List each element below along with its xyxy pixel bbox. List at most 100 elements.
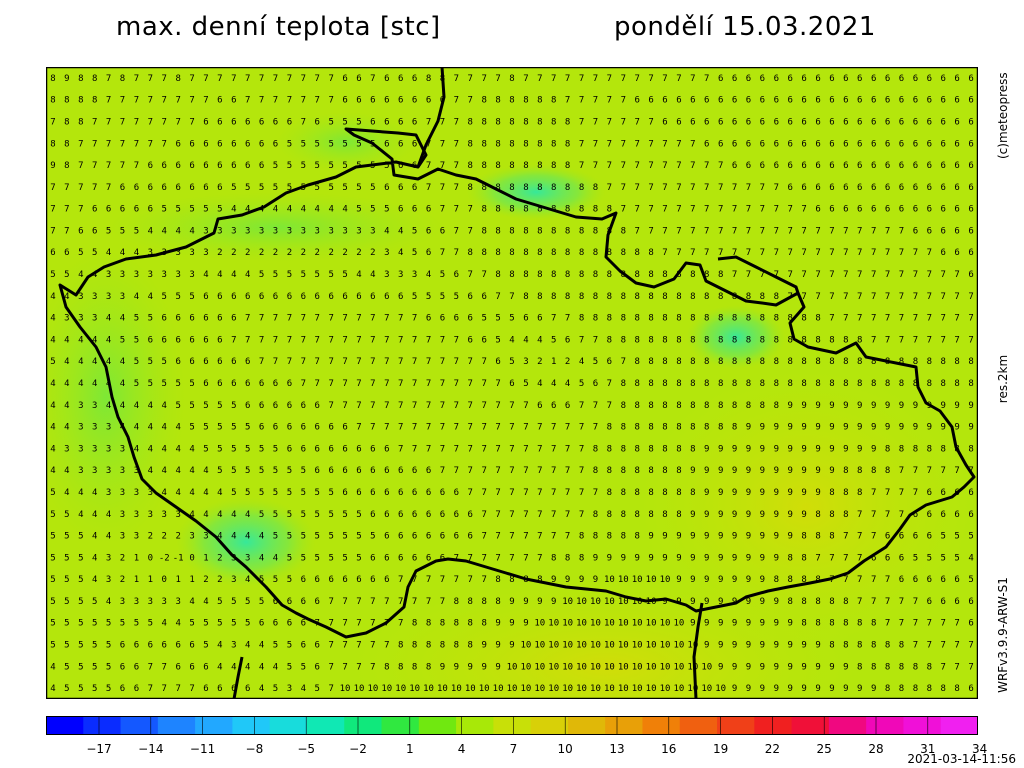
colorbar-cell xyxy=(493,716,532,735)
temperature-value: 7 xyxy=(718,205,723,215)
colorbar-cell xyxy=(195,716,233,735)
temperature-value: 9 xyxy=(718,575,723,585)
temperature-value: 7 xyxy=(885,575,890,585)
temperature-value: 7 xyxy=(78,183,83,193)
temperature-value: 7 xyxy=(342,401,347,411)
temperature-value: 7 xyxy=(328,684,333,694)
temperature-value: 6 xyxy=(774,139,779,149)
temperature-value: 7 xyxy=(621,139,626,149)
temperature-value: 8 xyxy=(454,619,459,629)
temperature-value: 7 xyxy=(426,575,431,585)
temperature-value: 5 xyxy=(189,423,194,433)
temperature-value: 7 xyxy=(328,662,333,672)
temperature-value: 4 xyxy=(245,205,250,215)
temperature-value: 8 xyxy=(537,161,542,171)
temperature-value: 6 xyxy=(941,183,946,193)
temperature-value: 6 xyxy=(565,335,570,345)
temperature-value: 9 xyxy=(565,575,570,585)
temperature-value: 8 xyxy=(662,357,667,367)
temperature-value: 5 xyxy=(301,270,306,280)
temperature-value: 7 xyxy=(356,662,361,672)
temperature-value: 10 xyxy=(465,684,476,694)
temperature-value: 6 xyxy=(203,684,208,694)
temperature-value: 8 xyxy=(857,335,862,345)
temperature-value: 6 xyxy=(718,74,723,84)
temperature-value: 6 xyxy=(412,488,417,498)
temperature-value: 6 xyxy=(913,161,918,171)
temperature-value: 8 xyxy=(843,335,848,345)
temperature-value: 7 xyxy=(690,74,695,84)
temperature-value: 6 xyxy=(648,96,653,106)
temperature-value: 6 xyxy=(690,96,695,106)
temperature-value: 7 xyxy=(440,357,445,367)
temperature-value: 7 xyxy=(426,161,431,171)
temperature-value: 6 xyxy=(342,575,347,585)
colorbar-frame xyxy=(46,716,978,735)
temperature-value: 6 xyxy=(259,379,264,389)
temperature-value: 5 xyxy=(287,575,292,585)
temperature-value: 4 xyxy=(189,444,194,454)
temperature-value: 7 xyxy=(885,248,890,258)
temperature-value: 10 xyxy=(604,684,615,694)
temperature-value: 10 xyxy=(687,641,698,651)
temperature-value: 6 xyxy=(259,292,264,302)
temperature-value: 6 xyxy=(287,292,292,302)
temperature-value: 6 xyxy=(704,117,709,127)
temperature-value: 6 xyxy=(774,161,779,171)
temperature-value: 9 xyxy=(968,423,973,433)
temperature-value: 7 xyxy=(621,205,626,215)
temperature-value: 5 xyxy=(203,444,208,454)
temperature-value: 9 xyxy=(50,161,55,171)
temperature-value: 6 xyxy=(954,597,959,607)
temperature-value: 7 xyxy=(162,139,167,149)
temperature-value: 5 xyxy=(287,183,292,193)
temperature-value: 7 xyxy=(148,662,153,672)
temperature-value: 7 xyxy=(468,270,473,280)
temperature-value: 5 xyxy=(64,532,69,542)
temperature-value: 6 xyxy=(634,96,639,106)
temperature-value: 6 xyxy=(941,117,946,127)
temperature-value: 4 xyxy=(162,619,167,629)
temperature-value: 9 xyxy=(551,575,556,585)
temperature-value: 7 xyxy=(342,619,347,629)
temperature-value: 8 xyxy=(648,292,653,302)
temperature-value: 8 xyxy=(537,139,542,149)
temperature-value: 9 xyxy=(774,597,779,607)
temperature-value: 6 xyxy=(175,357,180,367)
temperature-value: 4 xyxy=(92,532,97,542)
temperature-value: 7 xyxy=(481,401,486,411)
temperature-value: 8 xyxy=(607,292,612,302)
temperature-value: 5 xyxy=(50,488,55,498)
temperature-value: 7 xyxy=(579,488,584,498)
temperature-value: 3 xyxy=(412,270,417,280)
temperature-value: 8 xyxy=(634,423,639,433)
temperature-value: 5 xyxy=(203,401,208,411)
temperature-value: 6 xyxy=(203,161,208,171)
temperature-value: 7 xyxy=(732,226,737,236)
temperature-value: 4 xyxy=(106,510,111,520)
temperature-value: 6 xyxy=(175,314,180,324)
temperature-value: 7 xyxy=(913,335,918,345)
temperature-value: 4 xyxy=(259,532,264,542)
temperature-value: 7 xyxy=(579,161,584,171)
temperature-value: 3 xyxy=(120,292,125,302)
temperature-value: 7 xyxy=(634,183,639,193)
temperature-value: 6 xyxy=(843,161,848,171)
temperature-value: 7 xyxy=(259,314,264,324)
temperature-value: 6 xyxy=(231,161,236,171)
temperature-value: 7 xyxy=(648,205,653,215)
temperature-value: 8 xyxy=(92,74,97,84)
temperature-value: 5 xyxy=(50,553,55,563)
colorbar-cell xyxy=(46,716,84,735)
temperature-value: 9 xyxy=(551,597,556,607)
temperature-value: 7 xyxy=(732,183,737,193)
temperature-value: 6 xyxy=(871,74,876,84)
temperature-value: 6 xyxy=(829,205,834,215)
temperature-value: 9 xyxy=(746,641,751,651)
temperature-value: 6 xyxy=(301,444,306,454)
temperature-value: 9 xyxy=(760,423,765,433)
temperature-value: 9 xyxy=(801,466,806,476)
temperature-value: 8 xyxy=(537,205,542,215)
temperature-value: 6 xyxy=(217,139,222,149)
temperature-value: 1 xyxy=(551,357,556,367)
